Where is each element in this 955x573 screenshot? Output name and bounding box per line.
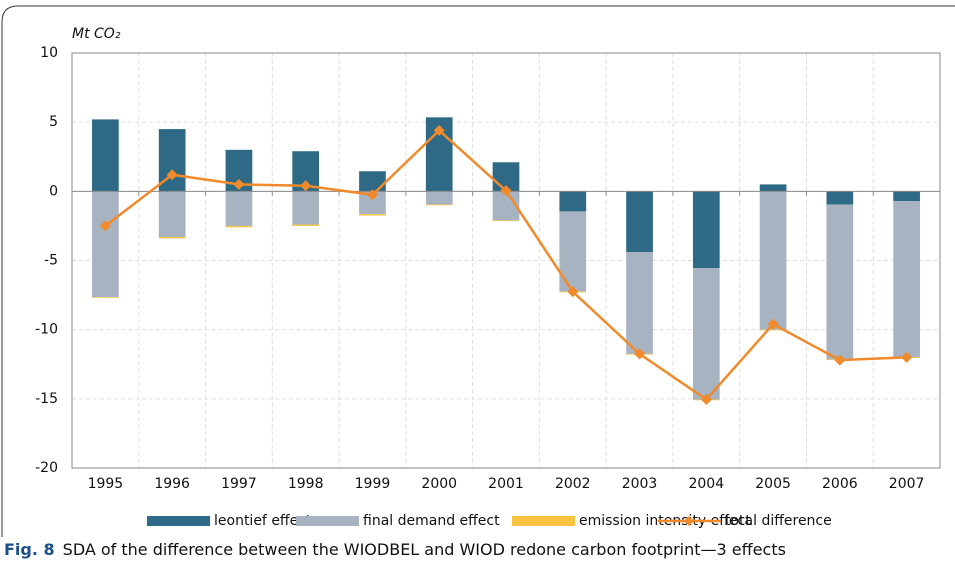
bar bbox=[225, 225, 253, 228]
caption-label: Fig. 8 bbox=[4, 540, 55, 559]
y-tick-label: -15 bbox=[35, 391, 58, 407]
line-marker bbox=[99, 220, 111, 232]
caption-text: SDA of the difference between the WIODBE… bbox=[63, 540, 786, 559]
caption: Fig. 8 SDA of the difference between the … bbox=[4, 540, 786, 559]
x-tick-label: 2006 bbox=[822, 476, 858, 492]
line-marker bbox=[634, 348, 646, 360]
x-tick-label: 1998 bbox=[288, 476, 324, 492]
bar bbox=[692, 268, 720, 400]
bar bbox=[359, 191, 386, 215]
bar bbox=[292, 224, 320, 226]
bar bbox=[893, 201, 920, 358]
x-tick-label: 1995 bbox=[88, 476, 124, 492]
y-axis-label: Mt CO₂ bbox=[72, 26, 121, 42]
line-marker bbox=[300, 180, 312, 192]
line-marker bbox=[166, 169, 178, 181]
y-tick-label: 0 bbox=[49, 183, 58, 199]
bar bbox=[425, 204, 453, 206]
y-tick-label: 5 bbox=[49, 114, 58, 130]
y-tick-label: -5 bbox=[44, 253, 58, 269]
y-tick-label: -10 bbox=[35, 322, 58, 338]
bar bbox=[92, 191, 119, 298]
x-tick-label: 2001 bbox=[488, 476, 524, 492]
frame bbox=[1, 5, 955, 537]
x-tick-label: 2002 bbox=[555, 476, 591, 492]
x-tick-label: 2005 bbox=[755, 476, 791, 492]
legend-swatch bbox=[296, 516, 359, 526]
plot-border bbox=[71, 52, 941, 469]
legend-marker bbox=[684, 516, 694, 526]
line-marker bbox=[500, 185, 512, 197]
bar bbox=[826, 204, 854, 360]
legend-label: leontief effect bbox=[214, 513, 312, 529]
bar bbox=[893, 191, 920, 202]
bar bbox=[826, 191, 854, 205]
bar bbox=[92, 119, 119, 192]
bar bbox=[359, 171, 386, 192]
bar bbox=[759, 191, 787, 330]
line-marker bbox=[567, 286, 579, 298]
bar bbox=[158, 236, 186, 239]
x-tick-label: 1996 bbox=[154, 476, 190, 492]
bar bbox=[626, 252, 653, 354]
bar bbox=[92, 297, 119, 298]
line-marker bbox=[700, 394, 712, 406]
line-marker bbox=[834, 354, 846, 366]
line-marker bbox=[767, 318, 779, 330]
x-tick-label: 1999 bbox=[355, 476, 391, 492]
bar bbox=[626, 191, 653, 253]
legend-swatch bbox=[147, 516, 210, 526]
bar bbox=[158, 191, 186, 237]
legend-label: final demand effect bbox=[363, 513, 500, 529]
y-tick-label: -20 bbox=[35, 460, 58, 476]
y-tick-label: 10 bbox=[40, 45, 58, 61]
bar bbox=[559, 191, 587, 212]
x-tick-label: 2004 bbox=[688, 476, 724, 492]
legend-label: total difference bbox=[725, 513, 832, 529]
bar bbox=[425, 191, 453, 205]
bar bbox=[292, 191, 320, 225]
line-marker bbox=[901, 351, 913, 363]
bar bbox=[359, 214, 386, 216]
x-tick-label: 1997 bbox=[221, 476, 257, 492]
x-tick-label: 2007 bbox=[889, 476, 925, 492]
x-tick-label: 2000 bbox=[421, 476, 457, 492]
x-tick-label: 2003 bbox=[622, 476, 658, 492]
legend-swatch bbox=[512, 516, 575, 526]
bar bbox=[225, 191, 253, 226]
bar bbox=[692, 191, 720, 269]
line-marker bbox=[233, 178, 245, 190]
line-marker bbox=[366, 189, 378, 201]
line-marker bbox=[433, 124, 445, 136]
bar bbox=[759, 184, 787, 192]
bar bbox=[759, 329, 787, 331]
bar bbox=[492, 220, 520, 222]
